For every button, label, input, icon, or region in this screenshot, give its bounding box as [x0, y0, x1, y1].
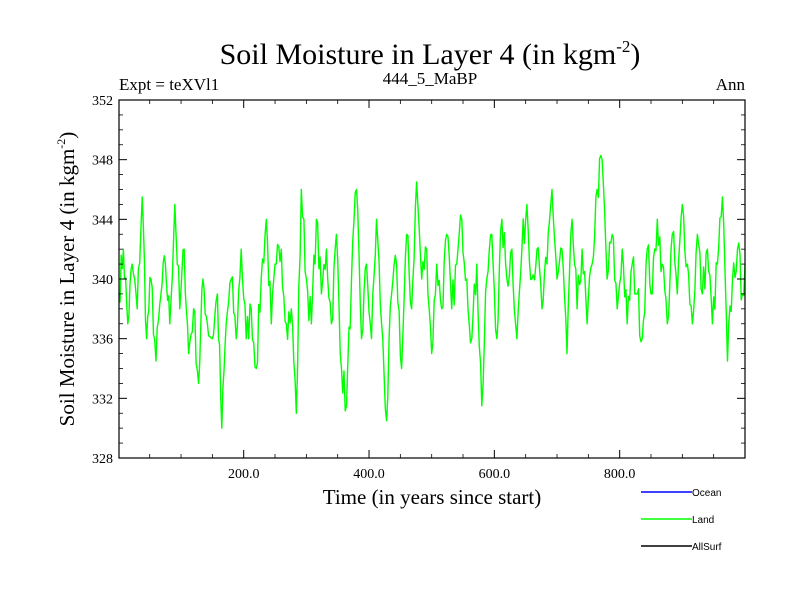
series-line-land [118, 154, 746, 429]
plot-frame [118, 99, 746, 459]
legend-label-allsurf: AllSurf [692, 542, 722, 553]
subtitle-right: Ann [716, 75, 746, 94]
x-tick-label-800: 800.0 [604, 467, 636, 482]
y-tick-label-340: 340 [92, 273, 113, 288]
y-axis-title-sup: -2 [54, 139, 68, 149]
x-tick-label-400: 400.0 [353, 467, 385, 482]
x-tick-label-200: 200.0 [228, 467, 260, 482]
y-tick-label-336: 336 [92, 333, 113, 348]
legend-label-ocean: Ocean [692, 488, 721, 499]
subtitle-center: 444_5_MaBP [383, 69, 477, 88]
x-axis-title: Time (in years since start) [323, 485, 542, 509]
y-tick-label-352: 352 [92, 94, 113, 109]
chart-title-sup: -2 [616, 37, 630, 56]
y-tick-label-348: 348 [92, 154, 113, 169]
legend: Ocean Land AllSurf [641, 488, 722, 553]
y-axis-title: Soil Moisture in Layer 4 (in kgm-2) [54, 132, 79, 427]
y-tick-label-328: 328 [92, 452, 113, 467]
subtitle-left: Expt = teXVl1 [119, 75, 219, 94]
chart-title-close: ) [630, 38, 640, 71]
chart-title-text: Soil Moisture in Layer 4 (in kgm [220, 38, 617, 71]
legend-label-land: Land [692, 515, 714, 526]
x-tick-label-600: 600.0 [479, 467, 511, 482]
y-axis-title-close: ) [55, 132, 79, 139]
y-tick-label-344: 344 [92, 213, 113, 228]
chart-title: Soil Moisture in Layer 4 (in kgm-2) [220, 37, 641, 71]
series-group [118, 154, 746, 429]
y-axis-title-text: Soil Moisture in Layer 4 (in kgm [55, 149, 79, 427]
axes-group: 328 332 336 340 344 348 352 200.0 400.0 600.0 800.… [92, 94, 745, 482]
y-tick-label-332: 332 [92, 392, 113, 407]
